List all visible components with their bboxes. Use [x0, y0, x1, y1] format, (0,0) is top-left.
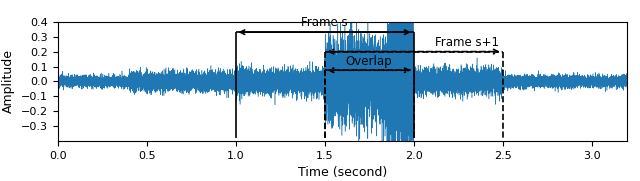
X-axis label: Time (second): Time (second): [298, 167, 387, 179]
Text: Frame s+1: Frame s+1: [435, 36, 499, 49]
Text: Frame s: Frame s: [301, 16, 348, 29]
Text: Overlap: Overlap: [346, 55, 392, 68]
Y-axis label: Amplitude: Amplitude: [2, 49, 15, 113]
